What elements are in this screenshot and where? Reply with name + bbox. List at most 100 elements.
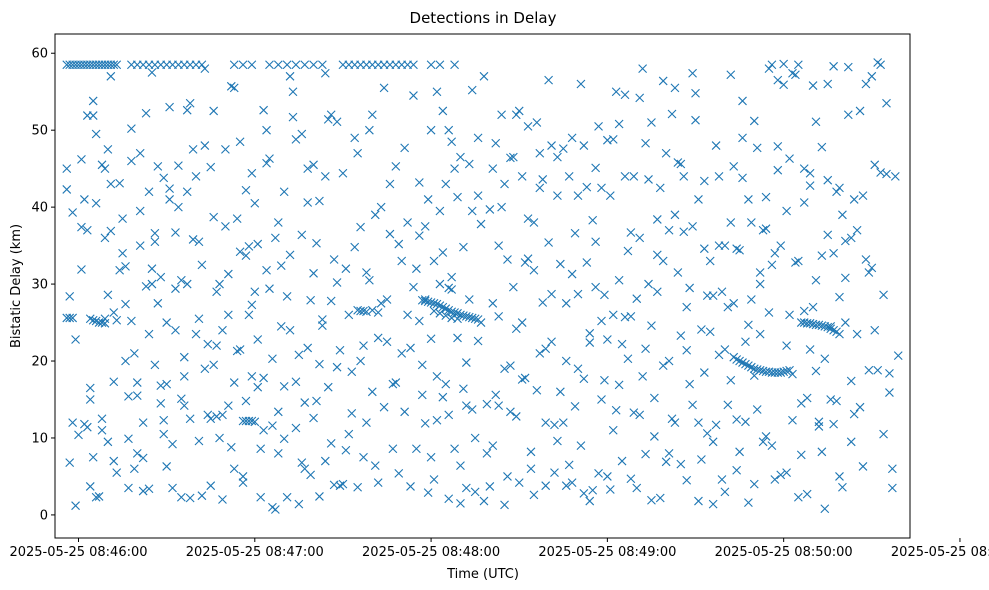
data-point-x-marker: [409, 91, 418, 100]
data-point-x-marker: [697, 325, 706, 334]
data-point-x-marker: [109, 60, 119, 70]
data-point-x-marker: [417, 360, 427, 370]
data-point-x-marker: [176, 492, 186, 502]
data-point-x-marker: [168, 483, 177, 493]
data-point-x-marker: [464, 295, 474, 304]
data-point-x-marker: [91, 198, 101, 208]
data-point-x-marker: [291, 60, 301, 70]
data-point-x-marker: [849, 409, 859, 419]
data-point-x-marker: [185, 493, 195, 503]
data-point-x-marker: [435, 60, 445, 70]
data-point-x-marker: [576, 79, 586, 89]
data-point-x-marker: [535, 148, 545, 158]
data-point-x-marker: [112, 468, 122, 477]
data-point-x-marker: [776, 470, 786, 480]
data-point-x-marker: [444, 305, 454, 315]
data-point-x-marker: [597, 395, 606, 404]
data-point-x-marker: [647, 118, 656, 127]
data-point-x-marker: [529, 218, 539, 227]
data-point-x-marker: [732, 244, 742, 254]
data-point-x-marker: [103, 145, 113, 154]
data-point-x-marker: [738, 358, 747, 367]
data-point-x-marker: [341, 445, 351, 455]
data-point-x-marker: [670, 210, 680, 220]
data-point-x-marker: [473, 133, 483, 143]
data-point-x-marker: [138, 486, 148, 496]
data-point-x-marker: [417, 390, 427, 400]
data-point-x-marker: [165, 184, 174, 194]
data-point-x-marker: [235, 247, 245, 257]
data-point-x-marker: [200, 141, 210, 150]
data-point-x-marker: [88, 96, 98, 106]
data-point-x-marker: [826, 324, 836, 334]
data-point-x-marker: [652, 250, 662, 260]
data-point-x-marker: [843, 62, 853, 72]
data-point-x-marker: [553, 191, 562, 200]
data-point-x-marker: [414, 316, 424, 326]
data-point-x-marker: [488, 298, 498, 308]
data-point-x-marker: [829, 419, 838, 429]
data-point-x-marker: [144, 484, 154, 494]
data-point-x-marker: [861, 79, 871, 89]
data-point-x-marker: [541, 418, 551, 427]
data-point-x-marker: [162, 318, 172, 327]
data-point-x-marker: [764, 308, 774, 317]
data-point-x-marker: [570, 402, 580, 411]
data-point-x-marker: [744, 195, 753, 204]
data-point-x-marker: [221, 145, 230, 154]
data-point-x-marker: [726, 375, 736, 385]
data-point-x-marker: [106, 71, 116, 81]
data-point-x-marker: [91, 129, 101, 139]
data-point-x-marker: [250, 287, 260, 297]
data-point-x-marker: [594, 468, 603, 478]
data-point-x-marker: [85, 314, 95, 324]
data-point-x-marker: [212, 287, 221, 297]
x-tick-label: 2025-05-25 08:51:00: [891, 545, 989, 560]
data-point-x-marker: [129, 464, 139, 474]
data-point-x-marker: [279, 434, 289, 444]
data-point-x-marker: [732, 415, 742, 424]
data-point-x-marker: [626, 228, 636, 237]
data-point-x-marker: [459, 384, 468, 394]
data-point-x-marker: [109, 456, 119, 466]
data-point-x-marker: [555, 387, 565, 397]
data-point-x-marker: [785, 365, 794, 375]
data-point-x-marker: [808, 302, 818, 312]
data-point-x-marker: [720, 241, 730, 250]
data-point-x-marker: [385, 179, 395, 189]
data-point-x-marker: [364, 125, 374, 135]
data-point-x-marker: [741, 337, 750, 347]
y-axis-label: Bistatic Delay (km): [9, 224, 24, 348]
data-point-x-marker: [470, 487, 480, 497]
data-point-x-marker: [185, 414, 195, 424]
data-point-x-marker: [153, 298, 163, 308]
data-point-x-marker: [802, 489, 812, 499]
data-point-x-marker: [165, 102, 174, 112]
data-point-x-marker: [229, 464, 239, 474]
data-point-x-marker: [347, 367, 357, 377]
data-point-x-marker: [188, 145, 198, 154]
data-point-x-marker: [71, 335, 80, 344]
data-point-x-marker: [241, 251, 251, 260]
data-point-x-marker: [135, 148, 145, 158]
data-point-x-marker: [259, 373, 268, 383]
data-point-x-marker: [241, 185, 251, 195]
data-point-x-marker: [285, 250, 295, 260]
data-point-x-marker: [641, 138, 650, 148]
data-point-x-marker: [808, 81, 818, 90]
data-point-x-marker: [838, 482, 847, 492]
data-point-x-marker: [350, 242, 360, 252]
data-point-x-marker: [112, 60, 122, 70]
data-point-x-marker: [658, 361, 668, 371]
data-point-x-marker: [450, 308, 459, 317]
data-point-x-marker: [315, 492, 324, 501]
x-axis-label: Time (UTC): [446, 567, 519, 582]
data-point-x-marker: [688, 400, 697, 410]
data-point-x-marker: [638, 372, 648, 381]
data-point-x-marker: [544, 238, 553, 247]
data-point-x-marker: [517, 171, 527, 181]
data-point-x-marker: [373, 478, 383, 487]
data-point-x-marker: [773, 141, 783, 151]
data-point-x-marker: [279, 382, 289, 391]
data-point-x-marker: [444, 283, 454, 293]
